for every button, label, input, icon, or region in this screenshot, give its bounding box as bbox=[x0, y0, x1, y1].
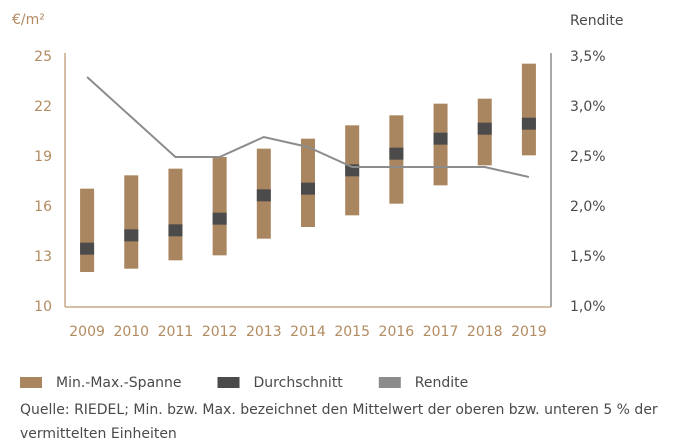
average-marker bbox=[389, 147, 404, 160]
legend-label: Min.-Max.-Spanne bbox=[56, 375, 182, 391]
average-marker bbox=[433, 132, 448, 145]
source-note: Quelle: RIEDEL; Min. bzw. Max. bezeichne… bbox=[20, 402, 658, 442]
y-tick-label: 16 bbox=[34, 199, 52, 215]
x-tick-label: 2016 bbox=[379, 324, 415, 340]
x-tick-label: 2015 bbox=[334, 324, 370, 340]
x-tick-label: 2009 bbox=[69, 324, 105, 340]
y-tick-label: 22 bbox=[34, 99, 52, 115]
average-marker bbox=[80, 242, 95, 255]
legend-swatch bbox=[217, 377, 240, 388]
range-bar bbox=[124, 175, 139, 269]
x-tick-label: 2019 bbox=[511, 324, 547, 340]
y-tick-label: 13 bbox=[34, 249, 52, 265]
y-tick-label: 19 bbox=[34, 149, 52, 165]
rendite-line bbox=[86, 76, 530, 178]
legend-label: Rendite bbox=[415, 375, 468, 391]
x-tick-label: 2018 bbox=[467, 324, 503, 340]
legend-swatch bbox=[378, 377, 401, 388]
y2-tick-label: 1,5% bbox=[570, 249, 606, 265]
y2-tick-label: 2,5% bbox=[570, 149, 606, 165]
legend-label: Durchschnitt bbox=[254, 375, 344, 391]
x-tick-label: 2010 bbox=[113, 324, 149, 340]
range-bar bbox=[521, 63, 536, 156]
y2-axis-label: Rendite bbox=[570, 13, 623, 29]
y2-tick-label: 2,0% bbox=[570, 199, 606, 215]
average-marker bbox=[256, 189, 271, 202]
range-bar bbox=[80, 188, 95, 272]
y2-tick-label: 1,0% bbox=[570, 299, 606, 315]
average-marker bbox=[212, 212, 227, 225]
chart: €/m² Rendite 10 13 16 19 22 25 1,0% 1,5% 2,0% 2,5… bbox=[12, 12, 623, 391]
average-marker bbox=[477, 122, 492, 135]
y-axis-label: €/m² bbox=[12, 12, 45, 28]
x-tick-label: 2012 bbox=[202, 324, 238, 340]
average-marker bbox=[168, 224, 183, 237]
range-bar bbox=[212, 157, 227, 256]
range-bar bbox=[168, 168, 183, 261]
x-tick-label: 2013 bbox=[246, 324, 282, 340]
y-tick-label: 25 bbox=[34, 49, 52, 65]
legend-swatch bbox=[20, 377, 42, 388]
average-marker bbox=[124, 229, 139, 242]
y2-tick-label: 3,0% bbox=[570, 99, 606, 115]
average-marker bbox=[301, 182, 315, 195]
x-tick-label: 2011 bbox=[158, 324, 194, 340]
average-marker bbox=[521, 117, 536, 130]
x-tick-label: 2014 bbox=[290, 324, 326, 340]
y-tick-label: 10 bbox=[34, 299, 52, 315]
y2-tick-label: 3,5% bbox=[570, 49, 606, 65]
x-tick-label: 2017 bbox=[423, 324, 459, 340]
